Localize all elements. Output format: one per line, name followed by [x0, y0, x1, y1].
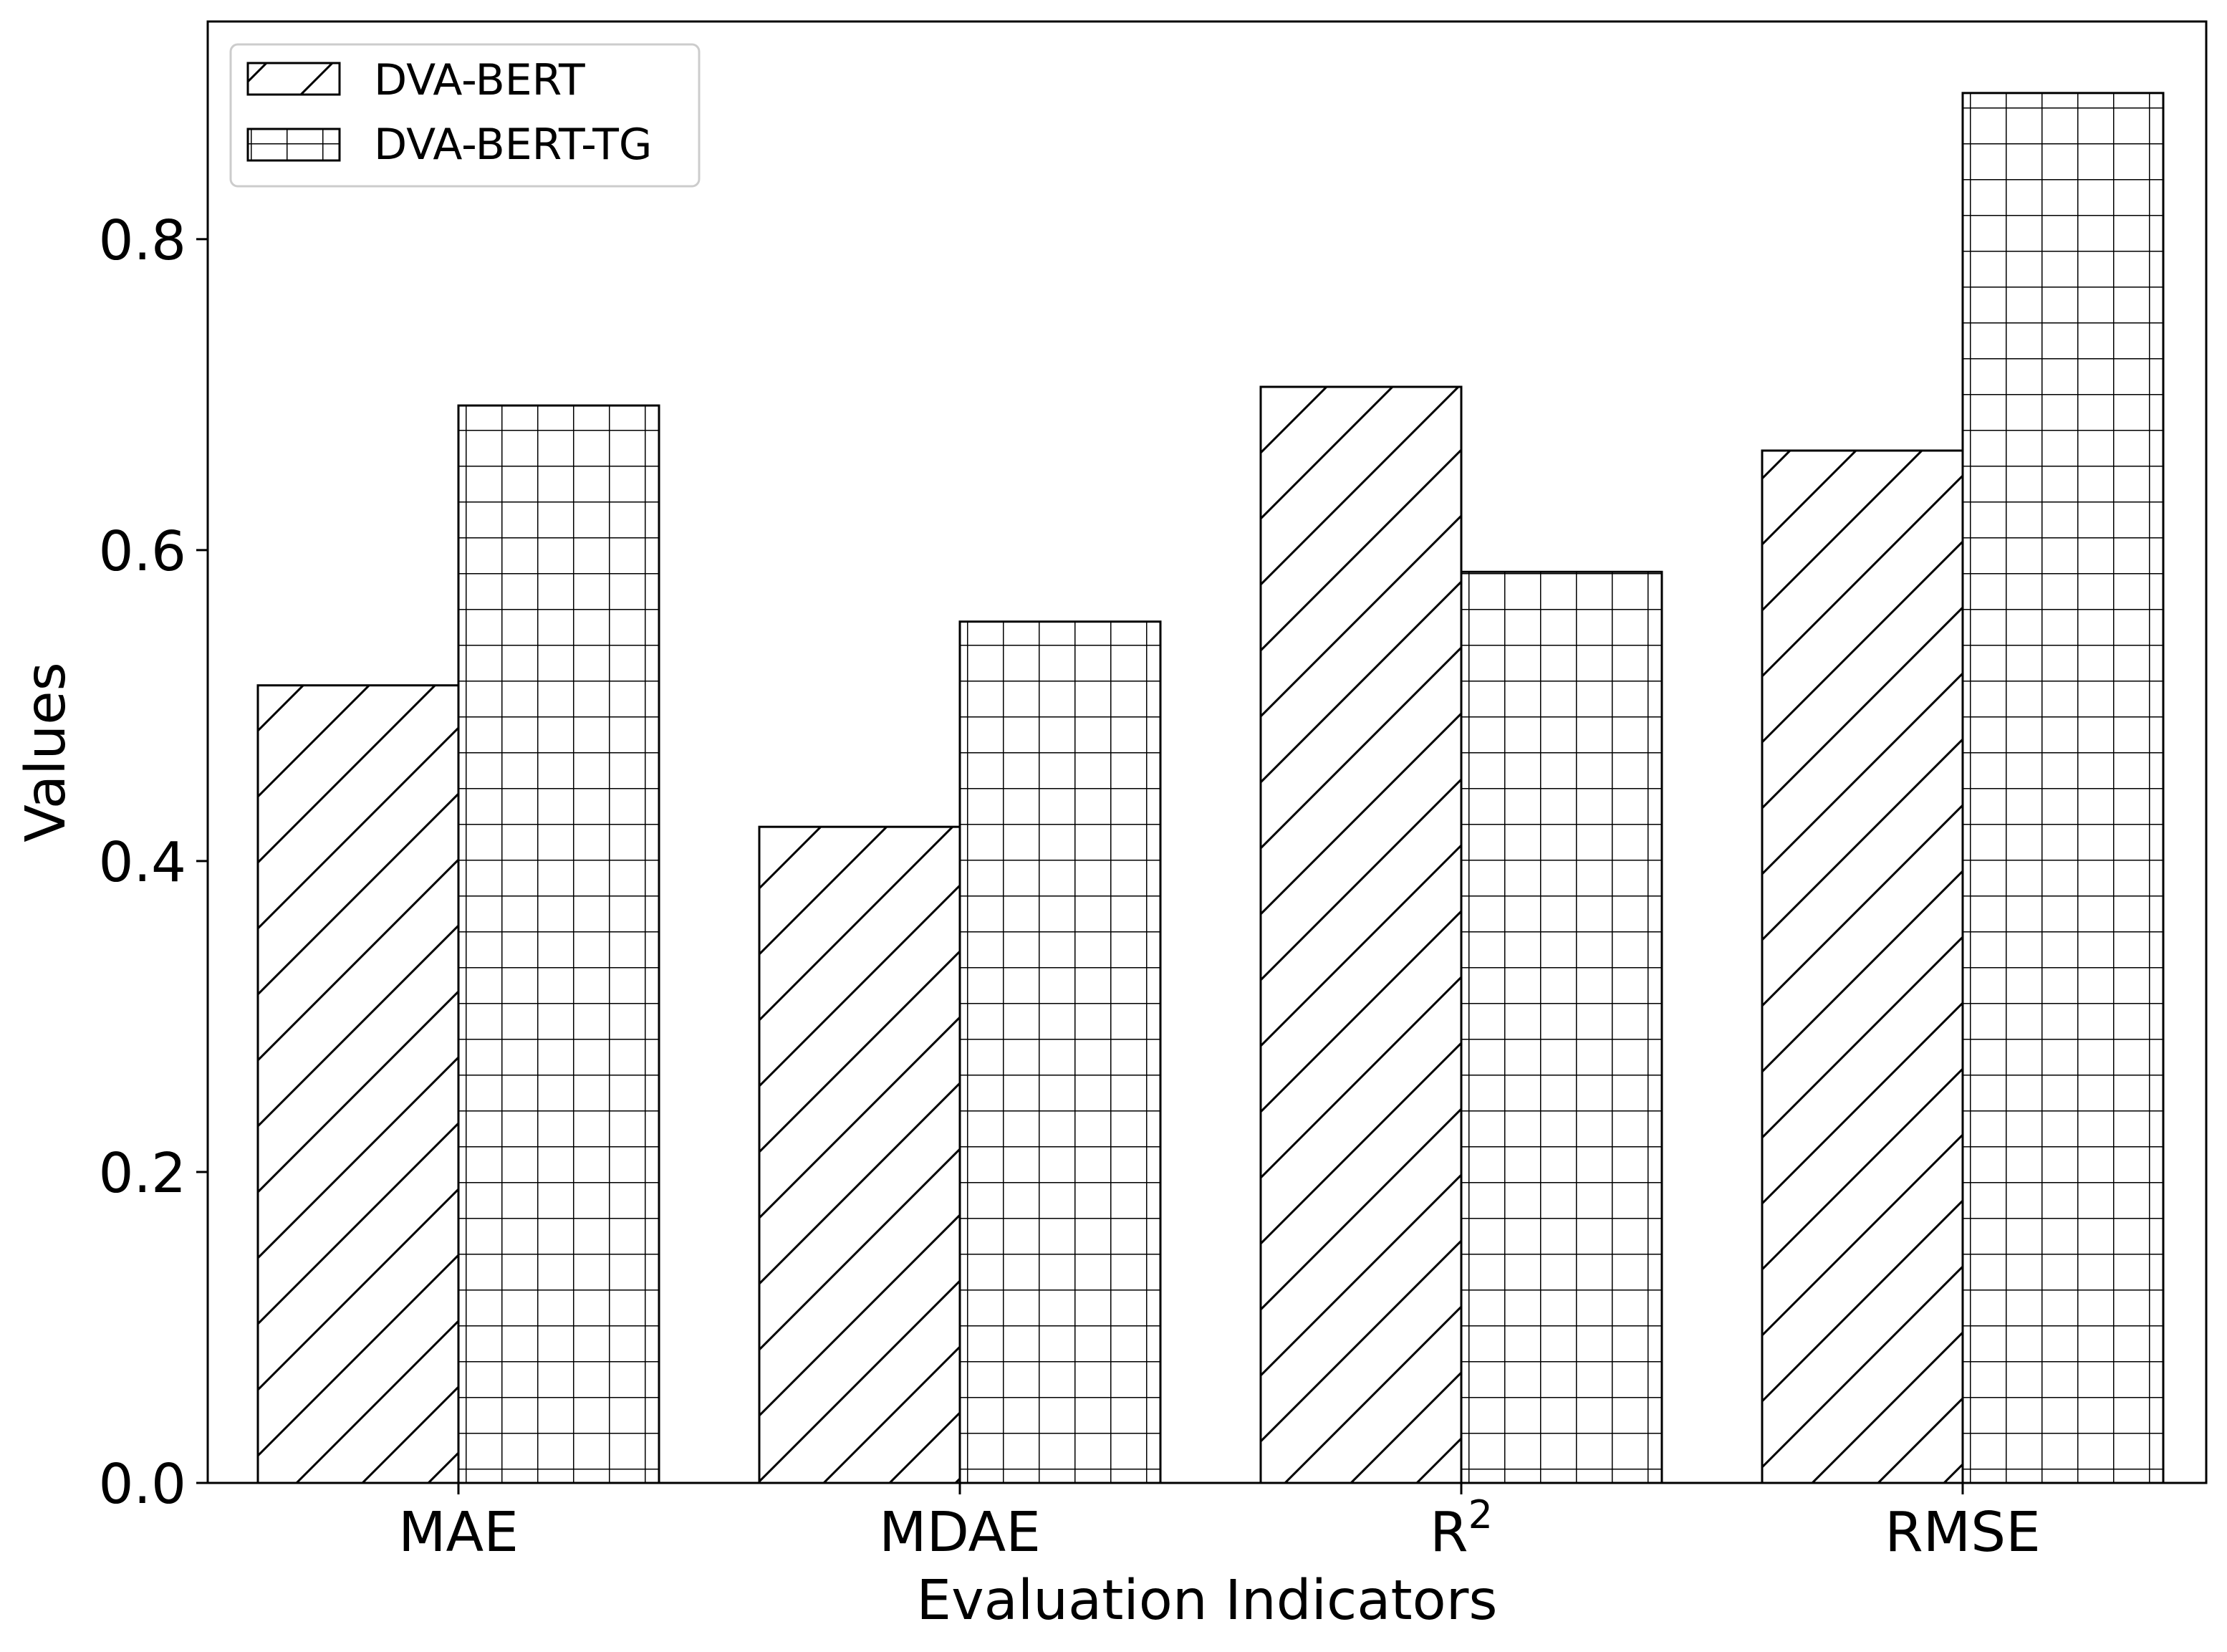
x-axis-ticks: MAE MDAE R2 RMSE: [398, 1483, 2041, 1565]
bar-dva-bert-tg-r: [1460, 570, 1663, 1484]
x-tick-label-mae: MAE: [398, 1501, 519, 1565]
legend-swatch-dva-bert: [246, 62, 341, 96]
bar-dva-bert-tg-mdae: [958, 620, 1162, 1484]
y-tick-label: 0.0: [99, 1453, 186, 1517]
x-axis-label: Evaluation Indicators: [916, 1569, 1497, 1633]
bar-dva-bert-r: [1259, 385, 1463, 1484]
bar-dva-bert-mdae: [758, 825, 961, 1484]
legend-label-dva-bert-tg: DVA-BERT-TG: [374, 120, 652, 170]
legend-label-dva-bert: DVA-BERT: [374, 55, 585, 105]
plot-frame: [206, 20, 2208, 1484]
x-tick-label-mdae: MDAE: [879, 1501, 1041, 1565]
y-tick-label: 0.4: [99, 831, 186, 895]
legend-swatch-dva-bert-tg: [246, 128, 341, 162]
x-tick-label-superscript: 2: [1468, 1492, 1493, 1537]
bars-group: [256, 92, 2165, 1484]
bar-dva-bert-tg-mae: [457, 404, 660, 1484]
legend-frame: [229, 43, 701, 188]
bar-dva-bert-mae: [256, 684, 460, 1484]
y-tick-label: 0.6: [99, 520, 186, 584]
x-tick-label-rmse: RMSE: [1885, 1501, 2040, 1565]
y-axis-label: Values: [14, 662, 78, 842]
y-tick-label: 0.2: [99, 1142, 186, 1206]
bar-dva-bert-tg-rmse: [1961, 92, 2165, 1484]
y-axis-ticks: 0.0 0.2 0.4 0.6 0.8: [99, 209, 208, 1517]
y-tick-label: 0.8: [99, 209, 186, 273]
x-tick-label-r: R2: [1430, 1492, 1493, 1565]
legend: DVA-BERT DVA-BERT-TG: [229, 43, 701, 188]
bar-dva-bert-rmse: [1761, 449, 1964, 1484]
